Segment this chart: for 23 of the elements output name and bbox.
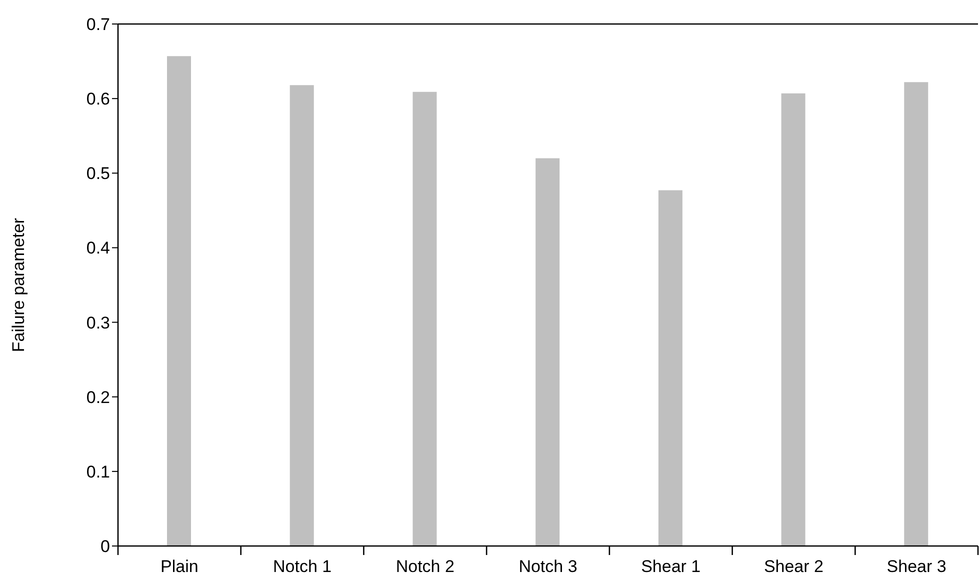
bar xyxy=(904,82,928,546)
y-tick-label: 0.4 xyxy=(86,238,110,258)
y-tick-label: 0.7 xyxy=(86,15,110,34)
bar xyxy=(781,93,806,546)
bar xyxy=(412,92,437,546)
x-tick-label: Shear 1 xyxy=(641,557,701,576)
x-tick-label: Notch 2 xyxy=(396,557,454,576)
bar xyxy=(290,85,314,546)
x-tick-label: Notch 3 xyxy=(518,557,578,576)
x-tick-label: Plain xyxy=(160,557,198,576)
x-tick-label: Shear 3 xyxy=(886,557,946,576)
y-tick-label: 0.6 xyxy=(86,90,110,109)
y-tick-label: 0.3 xyxy=(86,313,110,332)
bar xyxy=(658,190,682,546)
bar xyxy=(536,158,560,546)
x-tick-label: Notch 1 xyxy=(272,557,332,576)
y-axis-title: Failure parameter xyxy=(9,218,28,352)
bar xyxy=(167,56,191,546)
y-tick-label: 0.5 xyxy=(86,164,110,184)
y-tick-label: 0.2 xyxy=(86,388,110,407)
y-tick-label: 0.1 xyxy=(86,462,110,482)
y-tick-label: 0 xyxy=(100,537,110,556)
x-tick-label: Shear 2 xyxy=(764,557,824,576)
